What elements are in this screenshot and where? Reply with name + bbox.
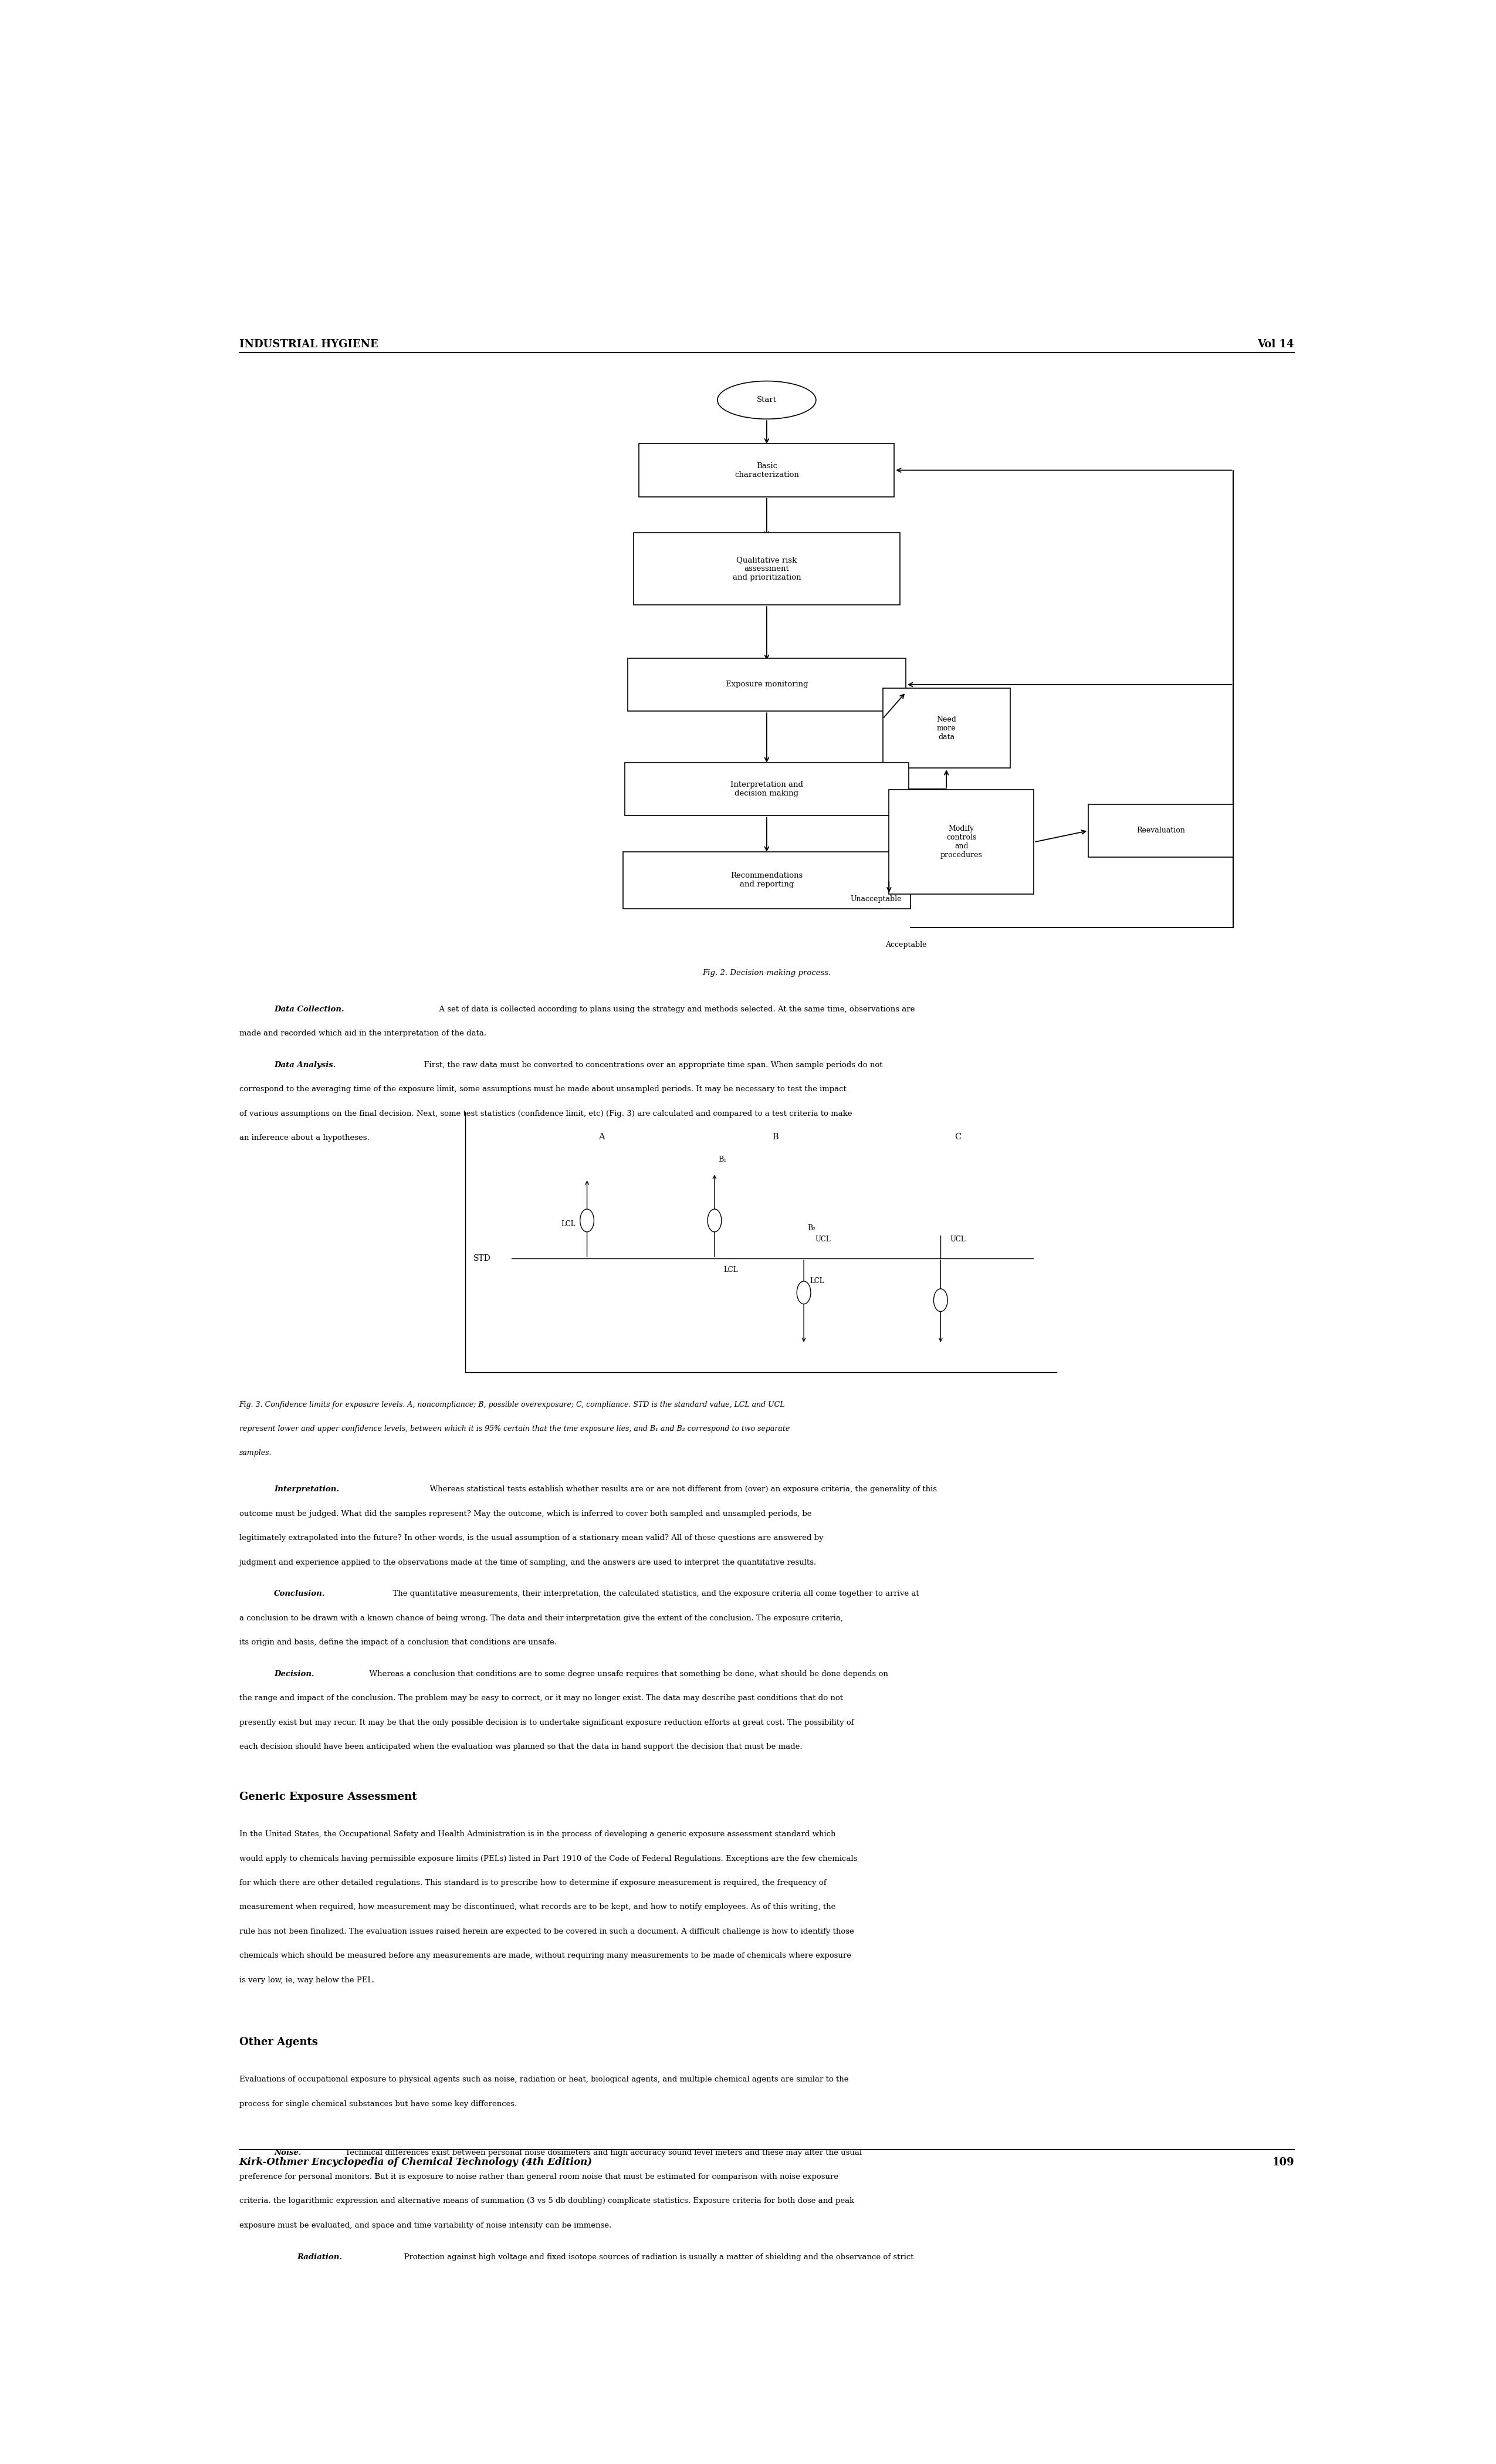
- Text: A: A: [598, 1133, 604, 1141]
- Text: First, the raw data must be converted to concentrations over an appropriate time: First, the raw data must be converted to…: [419, 1062, 883, 1069]
- Text: Qualitative risk
assessment
and prioritization: Qualitative risk assessment and prioriti…: [733, 557, 800, 582]
- Text: UCL: UCL: [815, 1234, 830, 1244]
- Text: each decision should have been anticipated when the evaluation was planned so th: each decision should have been anticipat…: [239, 1742, 802, 1752]
- Text: Fig. 2. Decision-making process.: Fig. 2. Decision-making process.: [702, 968, 832, 976]
- Text: Reevaluation: Reevaluation: [1137, 828, 1185, 835]
- Text: The quantitative measurements, their interpretation, the calculated statistics, : The quantitative measurements, their int…: [387, 1589, 919, 1597]
- Text: Vol 14: Vol 14: [1258, 340, 1294, 350]
- Text: correspond to the averaging time of the exposure limit, some assumptions must be: correspond to the averaging time of the …: [239, 1087, 847, 1094]
- FancyBboxPatch shape: [639, 444, 895, 498]
- Text: Need
more
data: Need more data: [936, 715, 956, 742]
- Text: STD: STD: [473, 1254, 491, 1262]
- Text: Acceptable: Acceptable: [886, 941, 926, 949]
- Ellipse shape: [718, 382, 815, 419]
- Text: the range and impact of the conclusion. The problem may be easy to correct, or i: the range and impact of the conclusion. …: [239, 1695, 842, 1703]
- Text: measurement when required, how measurement may be discontinued, what records are: measurement when required, how measureme…: [239, 1902, 835, 1912]
- Text: In the United States, the Occupational Safety and Health Administration is in th: In the United States, the Occupational S…: [239, 1831, 836, 1838]
- Text: A set of data is collected according to plans using the strategy and methods sel: A set of data is collected according to …: [434, 1005, 914, 1013]
- Circle shape: [934, 1289, 947, 1311]
- Text: Other Agents: Other Agents: [239, 2038, 317, 2048]
- Text: legitimately extrapolated into the future? In other words, is the usual assumpti: legitimately extrapolated into the futur…: [239, 1535, 823, 1542]
- Text: would apply to chemicals having permissible exposure limits (PELs) listed in Par: would apply to chemicals having permissi…: [239, 1855, 857, 1863]
- Text: judgment and experience applied to the observations made at the time of sampling: judgment and experience applied to the o…: [239, 1560, 817, 1567]
- FancyBboxPatch shape: [625, 761, 908, 816]
- Text: Whereas statistical tests establish whether results are or are not different fro: Whereas statistical tests establish whet…: [425, 1486, 936, 1493]
- Text: Fig. 3. Confidence limits for exposure levels. A, noncompliance; B, possible ove: Fig. 3. Confidence limits for exposure l…: [239, 1400, 785, 1409]
- Text: LCL: LCL: [809, 1276, 824, 1286]
- Text: Noise.: Noise.: [274, 2149, 301, 2156]
- Text: samples.: samples.: [239, 1449, 272, 1456]
- Text: Start: Start: [757, 397, 776, 404]
- Text: chemicals which should be measured before any measurements are made, without req: chemicals which should be measured befor…: [239, 1951, 851, 1959]
- Text: exposure must be evaluated, and space and time variability of noise intensity ca: exposure must be evaluated, and space an…: [239, 2223, 612, 2230]
- Text: a conclusion to be drawn with a known chance of being wrong. The data and their : a conclusion to be drawn with a known ch…: [239, 1614, 842, 1621]
- Text: Basic
characterization: Basic characterization: [735, 463, 799, 478]
- Text: an inference about a hypotheses.: an inference about a hypotheses.: [239, 1133, 370, 1141]
- Text: 109: 109: [1272, 2156, 1294, 2168]
- Text: Interpretation.: Interpretation.: [274, 1486, 340, 1493]
- Text: B₁: B₁: [718, 1156, 727, 1163]
- Text: Recommendations
and reporting: Recommendations and reporting: [730, 872, 803, 887]
- FancyBboxPatch shape: [633, 532, 901, 606]
- Text: its origin and basis, define the impact of a conclusion that conditions are unsa: its origin and basis, define the impact …: [239, 1639, 557, 1646]
- Text: Data Analysis.: Data Analysis.: [274, 1062, 335, 1069]
- Text: B: B: [772, 1133, 778, 1141]
- Text: Protection against high voltage and fixed isotope sources of radiation is usuall: Protection against high voltage and fixe…: [399, 2252, 914, 2262]
- FancyBboxPatch shape: [622, 853, 911, 909]
- Text: UCL: UCL: [950, 1234, 965, 1244]
- Text: Modify
controls
and
procedures: Modify controls and procedures: [941, 825, 983, 860]
- Text: of various assumptions on the final decision. Next, some test statistics (confid: of various assumptions on the final deci…: [239, 1109, 853, 1116]
- Text: LCL: LCL: [724, 1266, 738, 1274]
- Text: Interpretation and
decision making: Interpretation and decision making: [730, 781, 803, 798]
- Text: INDUSTRIAL HYGIENE: INDUSTRIAL HYGIENE: [239, 340, 378, 350]
- Text: Data Collection.: Data Collection.: [274, 1005, 344, 1013]
- Text: made and recorded which aid in the interpretation of the data.: made and recorded which aid in the inter…: [239, 1030, 486, 1037]
- Text: preference for personal monitors. But it is exposure to noise rather than genera: preference for personal monitors. But it…: [239, 2173, 838, 2181]
- Text: presently exist but may recur. It may be that the only possible decision is to u: presently exist but may recur. It may be…: [239, 1720, 854, 1727]
- Text: is very low, ie, way below the PEL.: is very low, ie, way below the PEL.: [239, 1976, 375, 1984]
- FancyBboxPatch shape: [883, 687, 1010, 769]
- Circle shape: [580, 1210, 594, 1232]
- Text: Decision.: Decision.: [274, 1671, 314, 1678]
- Text: Technical differences exist between personal noise dosimeters and high accuracy : Technical differences exist between pers…: [340, 2149, 862, 2156]
- Text: rule has not been finalized. The evaluation issues raised herein are expected to: rule has not been finalized. The evaluat…: [239, 1927, 854, 1934]
- Text: represent lower and upper confidence levels, between which it is 95% certain tha: represent lower and upper confidence lev…: [239, 1424, 790, 1432]
- Circle shape: [708, 1210, 721, 1232]
- FancyBboxPatch shape: [627, 658, 907, 712]
- Text: Kirk-Othmer Encyclopedia of Chemical Technology (4th Edition): Kirk-Othmer Encyclopedia of Chemical Tec…: [239, 2156, 592, 2166]
- Text: outcome must be judged. What did the samples represent? May the outcome, which i: outcome must be judged. What did the sam…: [239, 1510, 811, 1518]
- Text: Exposure monitoring: Exposure monitoring: [726, 680, 808, 687]
- Text: criteria. the logarithmic expression and alternative means of summation (3 vs 5 : criteria. the logarithmic expression and…: [239, 2198, 854, 2205]
- Text: for which there are other detailed regulations. This standard is to prescribe ho: for which there are other detailed regul…: [239, 1880, 826, 1887]
- FancyBboxPatch shape: [1089, 803, 1233, 857]
- Text: Conclusion.: Conclusion.: [274, 1589, 325, 1597]
- Text: Generic Exposure Assessment: Generic Exposure Assessment: [239, 1791, 417, 1801]
- Text: LCL: LCL: [561, 1220, 576, 1227]
- Text: Evaluations of occupational exposure to physical agents such as noise, radiation: Evaluations of occupational exposure to …: [239, 2075, 848, 2085]
- Text: B₂: B₂: [808, 1225, 815, 1232]
- Text: Radiation.: Radiation.: [298, 2252, 343, 2262]
- FancyBboxPatch shape: [889, 791, 1034, 894]
- Text: Whereas a conclusion that conditions are to some degree unsafe requires that som: Whereas a conclusion that conditions are…: [365, 1671, 889, 1678]
- Text: C: C: [954, 1133, 962, 1141]
- Text: Unacceptable: Unacceptable: [850, 894, 902, 902]
- Circle shape: [797, 1281, 811, 1303]
- Text: process for single chemical substances but have some key differences.: process for single chemical substances b…: [239, 2099, 518, 2107]
